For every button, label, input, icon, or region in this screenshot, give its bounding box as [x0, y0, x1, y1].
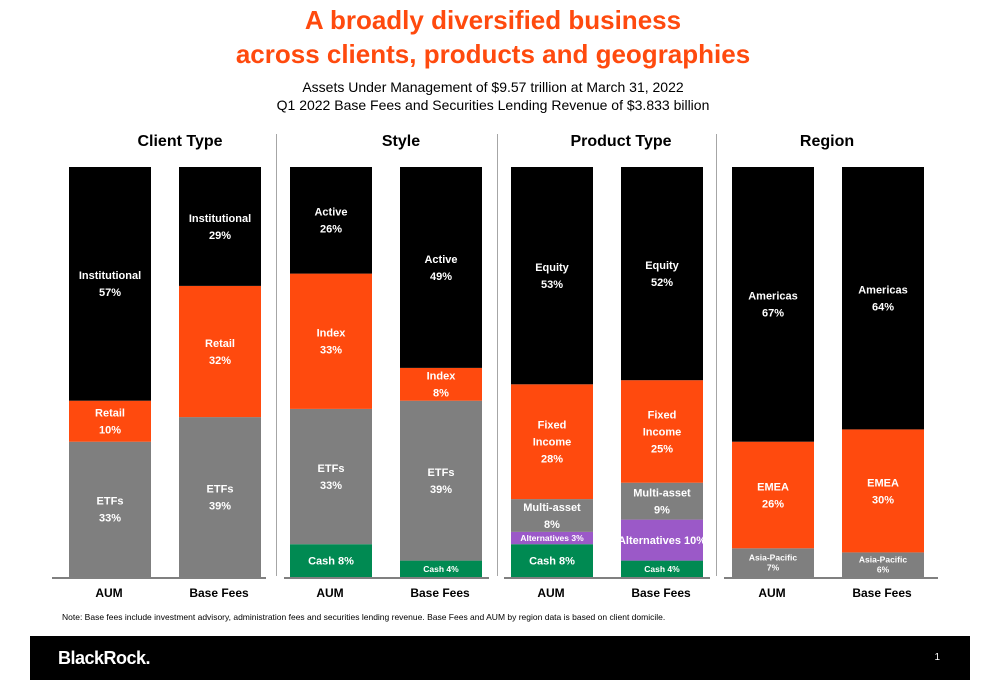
- bar-segment-emea: [732, 441, 814, 549]
- bar-segment-active: [290, 167, 372, 274]
- panel-divider: [497, 134, 498, 576]
- bar-segment-asia-pacific: [732, 548, 814, 577]
- bar-segment-label: Active 26%: [314, 207, 347, 236]
- panel-title-style: Style: [381, 133, 421, 150]
- bar-segment-multi-asset: [511, 499, 593, 532]
- main-title-line1: A broadly diversified business: [304, 5, 682, 35]
- bar-segment-fixed-income: [511, 384, 593, 500]
- bar-segment-label: Active 49%: [424, 254, 457, 283]
- bar-segment-americas: [842, 167, 924, 430]
- bar-segment-label: Cash 8%: [308, 555, 354, 567]
- bar-segment-label: ETFs 39%: [428, 467, 455, 496]
- axis-baseline: [504, 577, 710, 579]
- bar-segment-fixed-income: [621, 380, 703, 483]
- panel-divider: [276, 134, 277, 576]
- axis-baseline: [52, 577, 266, 579]
- bar-segment-label: ETFs 33%: [318, 463, 345, 492]
- bar-segment-americas: [732, 167, 814, 442]
- bar-segment-index: [290, 273, 372, 409]
- bar-segment-etfs: [69, 441, 151, 577]
- bar-segment-label: Cash 8%: [529, 555, 575, 567]
- bar-segment-cash: [400, 560, 482, 577]
- bar-segment-etfs: [290, 408, 372, 545]
- footnote: Note: Base fees include investment advis…: [62, 612, 666, 622]
- bar-segment-label: Fixed Income 28%: [533, 420, 572, 466]
- bar-segment-label: Alternatives 10%: [618, 535, 706, 547]
- bar-segment-etfs: [400, 400, 482, 561]
- bar-segment-label: Cash 4%: [644, 564, 680, 574]
- bar-segment-asia-pacific: [842, 552, 924, 577]
- bar-caption-base-fees: Base Fees: [189, 586, 249, 600]
- bar-segment-equity: [511, 167, 593, 385]
- bar-segment-label: Asia-Pacific 7%: [749, 553, 797, 573]
- axis-baseline: [724, 577, 938, 579]
- panel-title-client-type: Client Type: [137, 133, 223, 150]
- bar-segment-label: Multi-asset 8%: [523, 502, 581, 531]
- bar-segment-active: [400, 167, 482, 368]
- subtitle-aum: Assets Under Management of $9.57 trillio…: [302, 79, 684, 95]
- bar-segment-label: ETFs 39%: [207, 483, 234, 512]
- panel-title-region: Region: [799, 133, 855, 150]
- bar-segment-label: Institutional 29%: [189, 213, 251, 242]
- bar-segment-institutional: [179, 167, 261, 286]
- bar-segment-cash: [511, 544, 593, 577]
- bar-segment-label: Institutional 57%: [79, 270, 141, 299]
- bar-segment-label: Retail 32%: [205, 338, 235, 367]
- bar-caption-aum: AUM: [537, 586, 565, 600]
- bar-segment-label: EMEA 30%: [867, 477, 899, 506]
- bar-segment-emea: [842, 429, 924, 553]
- bar-segment-label: Americas 64%: [858, 285, 908, 314]
- bar-segment-label: Fixed Income 25%: [643, 409, 682, 455]
- bar-segment-label: Index 33%: [317, 328, 347, 357]
- bar-segment-retail: [69, 400, 151, 442]
- bar-caption-base-fees: Base Fees: [410, 586, 470, 600]
- bar-segment-label: Alternatives 3%: [520, 533, 584, 543]
- subtitle-fees: Q1 2022 Base Fees and Securities Lending…: [276, 97, 710, 113]
- bar-segment-label: EMEA 26%: [757, 481, 789, 510]
- bar-caption-base-fees: Base Fees: [631, 586, 691, 600]
- bar-segment-label: Asia-Pacific 6%: [859, 555, 907, 575]
- bar-segment-index: [400, 367, 482, 401]
- bar-caption-aum: AUM: [95, 586, 123, 600]
- bar-segment-multi-asset: [621, 482, 703, 520]
- bar-segment-label: Index 8%: [427, 371, 457, 400]
- main-title-line2: across clients, products and geographies: [235, 39, 751, 69]
- bar-segment-label: Equity 53%: [535, 262, 569, 291]
- bar-segment-alternatives: [621, 519, 703, 561]
- bar-segment-label: Cash 4%: [423, 564, 459, 574]
- bar-segment-institutional: [69, 167, 151, 401]
- bar-segment-label: Retail 10%: [95, 408, 125, 437]
- panel-title-product-type: Product Type: [570, 133, 672, 150]
- axis-baseline: [284, 577, 489, 579]
- blackrock-logo: BlackRock.: [58, 648, 151, 668]
- bar-segment-etfs: [179, 417, 261, 577]
- bar-segment-alternatives: [511, 531, 593, 545]
- bar-segment-equity: [621, 167, 703, 381]
- bar-caption-aum: AUM: [316, 586, 344, 600]
- panel-divider: [716, 134, 717, 576]
- bar-segment-label: Americas 67%: [748, 291, 798, 320]
- bar-caption-aum: AUM: [758, 586, 786, 600]
- bar-segment-label: ETFs 33%: [97, 496, 124, 525]
- bar-segment-retail: [179, 285, 261, 418]
- bar-segment-cash: [290, 544, 372, 577]
- bar-segment-label: Equity 52%: [645, 260, 679, 289]
- bar-segment-label: Multi-asset 9%: [633, 488, 691, 517]
- footer-bar: BlackRock. 1: [30, 636, 970, 680]
- bar-caption-base-fees: Base Fees: [852, 586, 912, 600]
- bar-segment-cash: [621, 560, 703, 577]
- page-number: 1: [934, 652, 940, 663]
- stacked-bar-charts: ETFs 33% Retail 10% Institutional 57% ETFs 39% R…: [69, 167, 924, 577]
